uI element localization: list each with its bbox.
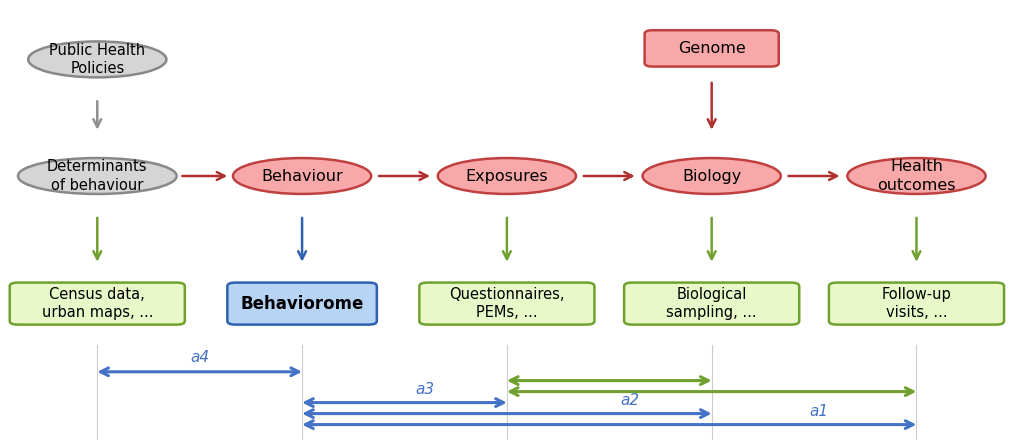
Ellipse shape [643,158,780,194]
Text: Behaviorome: Behaviorome [241,295,364,312]
Text: Census data,
urban maps, ...: Census data, urban maps, ... [42,287,153,320]
Text: a1: a1 [810,404,828,419]
FancyBboxPatch shape [10,282,184,325]
Ellipse shape [18,158,176,194]
Text: a2: a2 [621,393,639,408]
Ellipse shape [28,41,166,77]
Text: Biology: Biology [682,169,741,183]
Ellipse shape [848,158,985,194]
Text: Behaviour: Behaviour [261,169,343,183]
Ellipse shape [232,158,371,194]
Text: Genome: Genome [678,41,745,56]
Text: Health
outcomes: Health outcomes [878,159,955,193]
Text: Questionnaires,
PEMs, ...: Questionnaires, PEMs, ... [450,287,564,320]
Text: Determinants
of behaviour: Determinants of behaviour [47,159,147,193]
FancyBboxPatch shape [645,30,778,66]
FancyBboxPatch shape [227,282,377,325]
Text: a3: a3 [416,382,434,397]
FancyBboxPatch shape [624,282,799,325]
FancyBboxPatch shape [829,282,1004,325]
Ellipse shape [438,158,575,194]
Text: Biological
sampling, ...: Biological sampling, ... [667,287,757,320]
Text: Exposures: Exposures [466,169,548,183]
Text: a4: a4 [190,350,209,365]
FancyBboxPatch shape [420,282,594,325]
Text: Public Health
Policies: Public Health Policies [49,43,145,76]
Text: Follow-up
visits, ...: Follow-up visits, ... [882,287,951,320]
